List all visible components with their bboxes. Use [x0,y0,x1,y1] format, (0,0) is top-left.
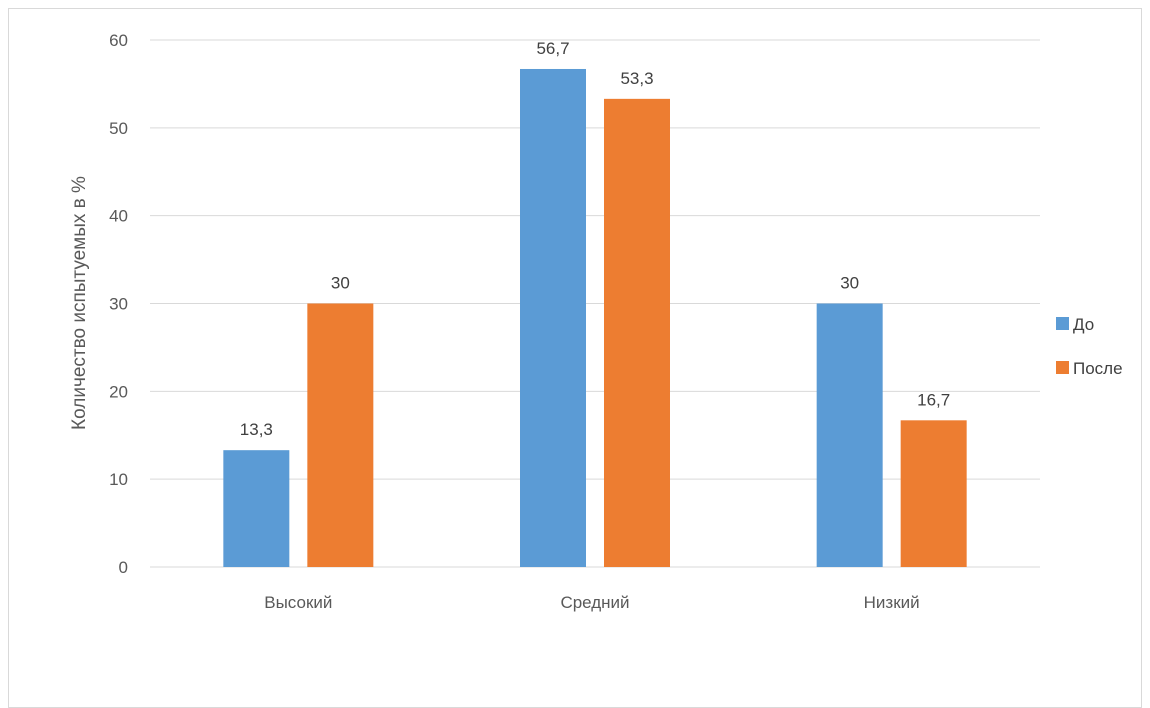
bar-before [223,450,290,567]
legend-label: До [1073,315,1094,334]
data-label: 30 [331,274,350,293]
data-label: 16,7 [917,390,950,409]
y-tick-label: 30 [109,295,128,314]
x-category-label: Низкий [864,593,920,612]
y-tick-label: 20 [109,382,128,401]
gridlines [150,39,1040,568]
data-label: 56,7 [536,39,569,58]
bars [223,68,967,568]
data-labels: 13,3 30 56,7 53,3 30 16,7 [240,39,950,439]
bar-before [520,68,586,568]
legend-swatch [1056,361,1069,374]
y-tick-label: 50 [109,119,128,138]
data-label: 53,3 [620,69,653,88]
legend: До После [1056,315,1123,378]
y-tick-label: 10 [109,470,128,489]
data-label: 30 [840,274,859,293]
bar-after [307,303,374,567]
bar-after [604,98,670,568]
data-label: 13,3 [240,420,273,439]
bar-before [816,303,883,567]
legend-swatch [1056,317,1069,330]
x-axis-categories: Высокий Средний Низкий [264,593,919,612]
y-axis-ticks: 0 10 20 30 40 50 60 [109,31,128,577]
bar-after [900,420,967,567]
x-category-label: Средний [560,593,629,612]
y-tick-label: 40 [109,207,128,226]
y-tick-label: 60 [109,31,128,50]
y-tick-label: 0 [119,558,128,577]
x-category-label: Высокий [264,593,332,612]
bar-chart: 0 10 20 30 40 50 60 13,3 30 56,7 53,3 30 16,7 Высок… [69,31,1123,612]
y-axis-label: Количество испытуемых в % [69,176,90,430]
legend-label: После [1073,359,1123,378]
